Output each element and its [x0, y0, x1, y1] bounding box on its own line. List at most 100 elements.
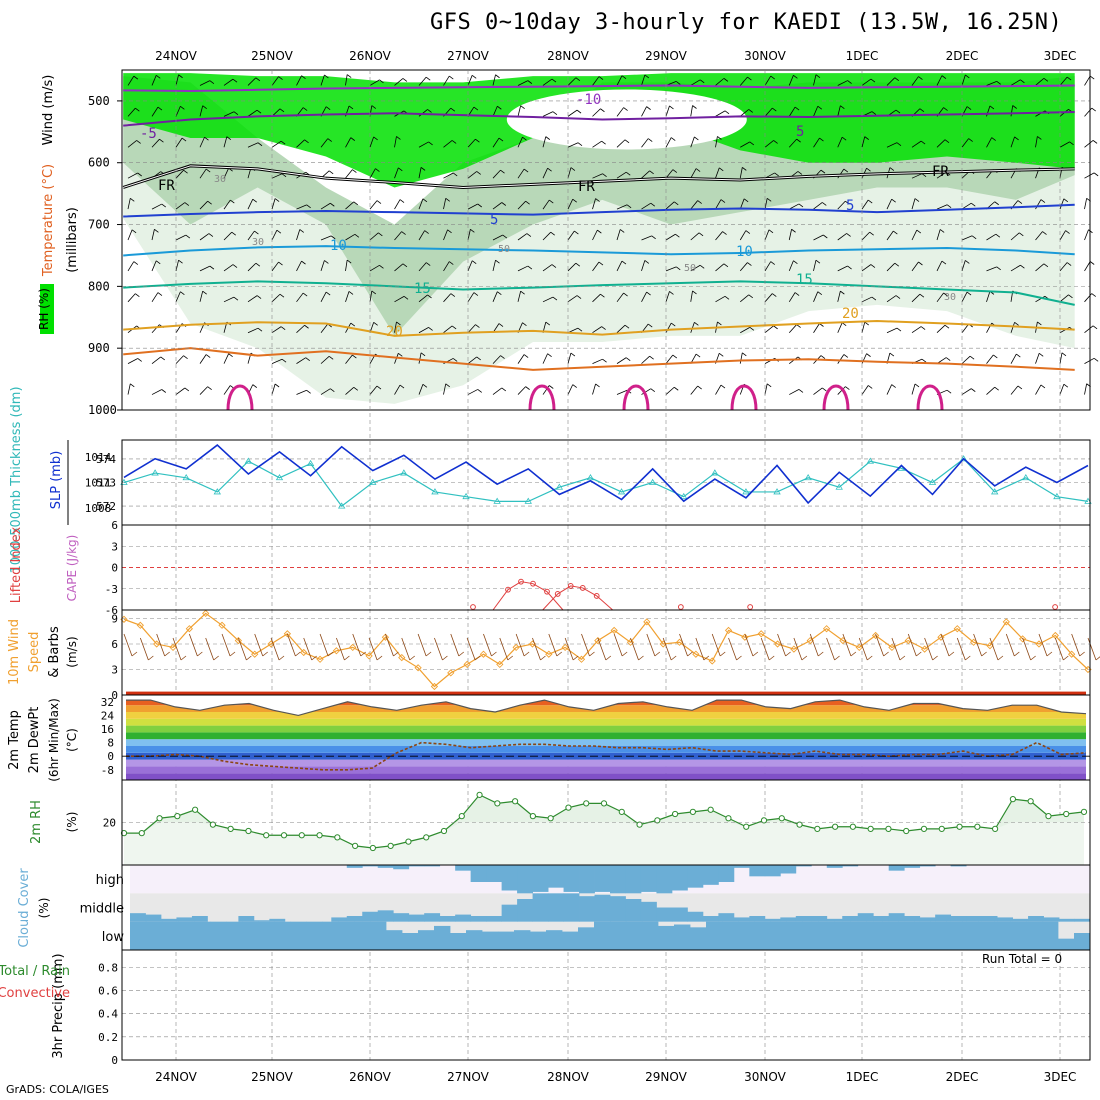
wind-barb-flag [376, 385, 382, 390]
wind-barb-flag [156, 74, 161, 79]
wind-barb [345, 74, 348, 86]
wind-barb-flag [794, 292, 800, 296]
wind-barb [443, 172, 454, 179]
thickness-point [804, 474, 812, 481]
thickness-point [1053, 492, 1061, 500]
wind-barb-flag [522, 322, 527, 326]
contour-label: 10 [330, 238, 347, 254]
wind-barb-flag [570, 167, 576, 171]
cloud-high-bar [640, 865, 657, 892]
wind10m-point [332, 647, 341, 655]
wind-barb-flag [921, 358, 927, 363]
wind-barb-flag [184, 387, 190, 392]
date-label-bottom: 25NOV [251, 1070, 293, 1084]
wind-barb-flag [131, 229, 137, 234]
wind-barb [271, 140, 282, 148]
contour-label: FR [578, 179, 595, 195]
cloud-middle-bar [594, 894, 611, 922]
wind-barb-flag [1089, 261, 1095, 265]
wind-barb [151, 389, 162, 395]
wind10m-barb-flag [360, 651, 366, 657]
wind-barb [345, 386, 355, 395]
rh2m-point [1027, 798, 1034, 805]
cloud-low-bar [690, 927, 707, 950]
wind-barb-flag [895, 295, 901, 299]
wind-barb [467, 75, 473, 86]
wind-barb-flag [1068, 294, 1073, 299]
wind-barb-flag [719, 167, 724, 172]
wind-barb-flag [597, 229, 602, 234]
cloud-low-bar [386, 930, 403, 950]
wind-barb-flag [497, 291, 502, 296]
wind-barb [715, 199, 722, 210]
wind-barb-flag [325, 291, 331, 296]
wind-barb-flag [773, 140, 778, 144]
cloud-low-bar [466, 930, 483, 950]
wind-barb-flag [396, 321, 401, 326]
wind-barb [296, 229, 301, 241]
wind-barb [715, 136, 718, 148]
wind-barb-flag [914, 198, 920, 202]
wind10m-barb-flag [719, 651, 726, 657]
cloud-low-bar [642, 921, 659, 950]
wind-barb-flag [625, 171, 631, 176]
wind10m-barb-flag [817, 651, 824, 657]
cloud-low-label: low [102, 930, 125, 945]
wind-barb [886, 230, 894, 241]
wind-barb-flag [449, 261, 454, 265]
rh2m-point [654, 817, 661, 824]
wind-barb [911, 229, 918, 241]
cloud-middle-bar [501, 904, 518, 922]
wind-barb [986, 137, 993, 148]
contour-label: 50 [684, 263, 696, 274]
wind-barb [837, 291, 841, 302]
wind-barb-flag [993, 354, 998, 359]
wind-barb [911, 293, 921, 303]
wind-barb [492, 387, 503, 395]
wind10m-barb [352, 633, 362, 657]
wind10m-point [1035, 640, 1043, 648]
cloud-low-bar [178, 921, 195, 950]
rh2m-area-light [124, 822, 1084, 865]
wind-barb [1010, 322, 1015, 333]
wind-barb-flag [600, 108, 605, 113]
wind-barb [467, 324, 476, 333]
wind-barb-flag [749, 141, 755, 146]
wind-barb-flag [520, 290, 525, 295]
wind-barb [492, 137, 500, 148]
wind-barb-flag [673, 201, 679, 206]
wind10m-point [920, 645, 929, 653]
wind10m-barb [532, 637, 541, 661]
wind-barb-flag [522, 136, 527, 141]
wind-barb [1084, 325, 1094, 334]
wind-barb [443, 325, 453, 334]
wind-barb [271, 326, 282, 334]
wind-barb-flag [228, 353, 233, 357]
wind-barb-flag [720, 384, 726, 389]
tick-label: -6 [105, 604, 118, 617]
wind-barb [175, 106, 181, 117]
wind-barb [641, 202, 652, 210]
wind-barb-flag [570, 352, 576, 357]
wind-barb-flag [649, 355, 654, 360]
wind-barb [837, 354, 845, 364]
wind-barb [394, 263, 404, 272]
wind-barb-flag [373, 136, 378, 141]
cloud-low-bar [882, 921, 899, 950]
wind-barb-flag [427, 294, 432, 299]
wind-barb-flag [772, 107, 777, 112]
wind-barb-flag [598, 261, 604, 266]
cloud-low-bar [738, 921, 755, 950]
wind-barb-flag [159, 138, 164, 143]
wind-barb-flag [422, 198, 428, 203]
wind-barb-flag [1093, 172, 1099, 177]
wind-barb-flag [178, 74, 183, 79]
wind10m-barb [809, 633, 819, 657]
rh2m-point [494, 800, 501, 807]
temperature-color-band [126, 766, 1086, 774]
wind10m-barb [1005, 633, 1015, 657]
wind-barb [345, 233, 356, 241]
wind-barb-flag [226, 136, 232, 140]
wind-barb-flag [477, 203, 482, 208]
wind10m-barb [858, 637, 868, 661]
